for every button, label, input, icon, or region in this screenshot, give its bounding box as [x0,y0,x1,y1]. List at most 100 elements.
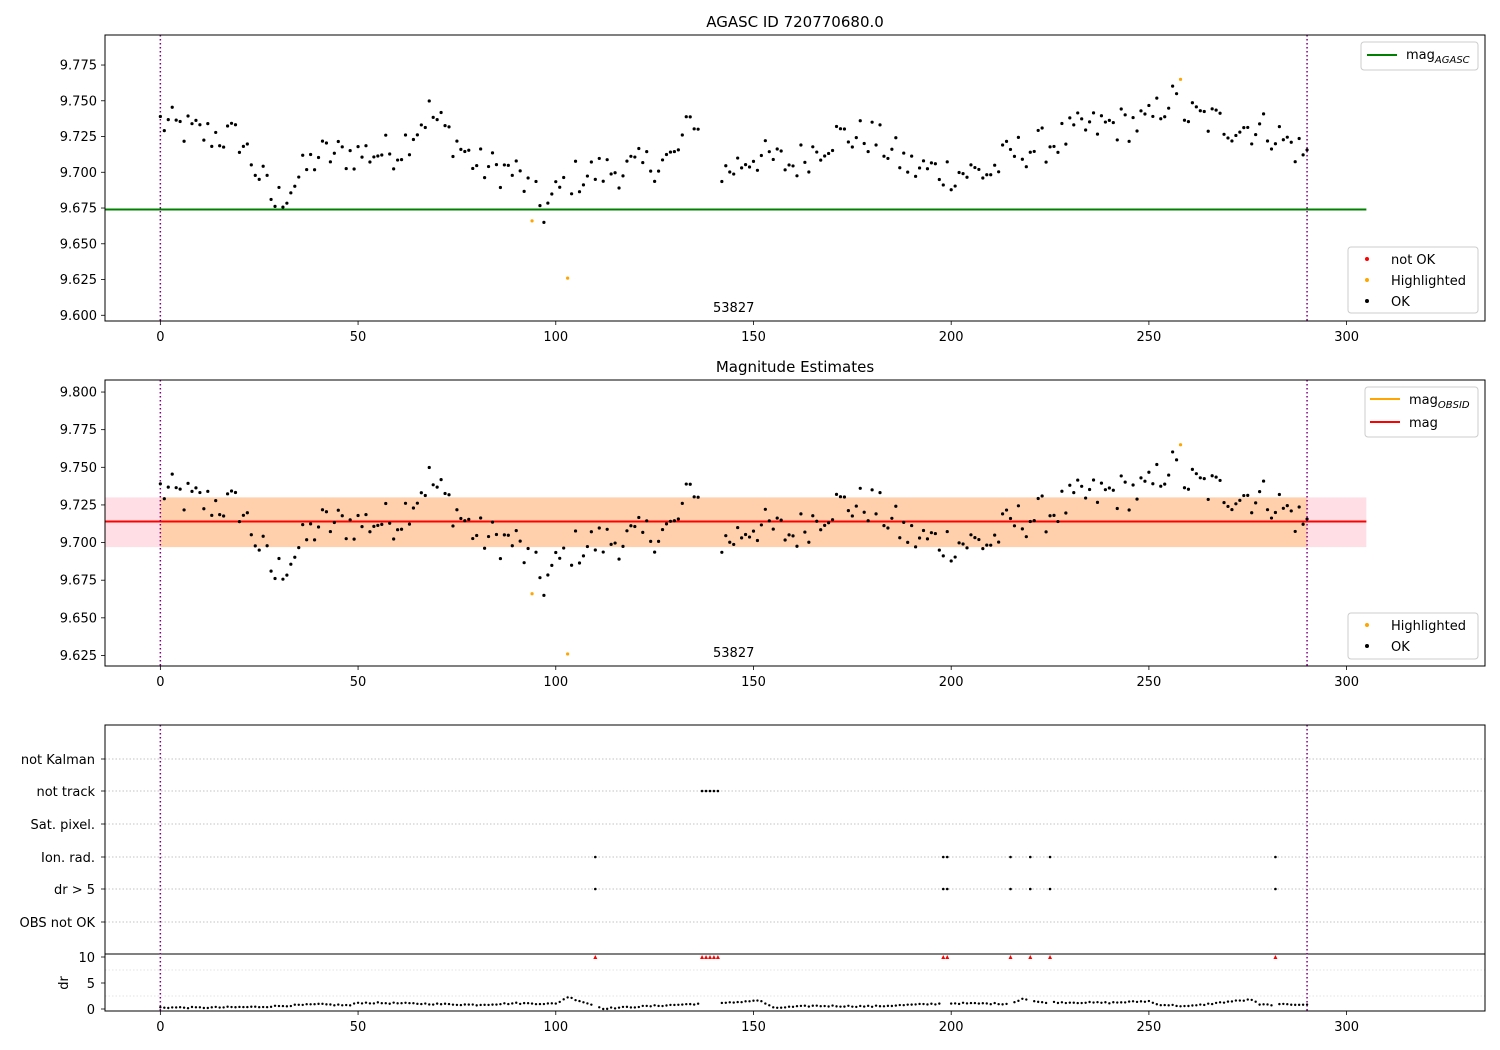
panel1-ok-point [573,159,578,163]
panel1-ok-point [1155,96,1159,100]
panel3-dr-point [989,1003,992,1006]
panel2-ok-point [720,550,724,554]
panel3-dr-point [202,1006,206,1010]
panel3-dr-point [1187,1004,1190,1008]
panel3-dr-point [380,1001,383,1005]
panel3-dr-point [424,1002,427,1005]
panel3-dr-point [250,1005,253,1008]
panel3-dr-point [590,1003,593,1006]
panel2-ok-point [854,504,858,508]
panel3-dr-point [1286,1002,1289,1006]
panel1-ok-point [558,185,562,189]
panel1-ok-point [775,147,779,151]
panel2-ok-point [692,495,696,499]
panel2-ok-point [301,523,305,527]
panel1-ok-point [1084,128,1088,132]
panel2-ok-point [736,525,740,530]
panel1-ok-point [320,139,325,143]
panel3-dr-point [633,1006,637,1009]
panel1-ok-point [1068,116,1072,120]
panel2-ok-point [783,538,787,542]
panel1-ok-point [858,119,862,123]
panel1-ok-point [862,141,866,146]
panel3-dr-point [348,1004,352,1007]
panel3-dr-point [515,1001,518,1004]
panel3-dr-point [254,1005,257,1008]
panel1-ok-point [649,169,653,173]
panel2-ok-point [190,489,194,494]
panel1-ok-point [981,176,985,180]
panel2-ok-point [467,517,471,521]
panel3-dr-point [570,996,573,1000]
panel1-ok-point [510,173,514,177]
panel1-ok-point [921,159,926,163]
panel1-ok-point [740,166,744,170]
panel3-dr-point [364,1001,368,1004]
panel3-dr-point [234,1006,237,1009]
panel3-dr-flagged-marker [1028,955,1033,959]
panel1-ok-point [886,156,890,161]
panel1-legend-label: not OK [1391,253,1436,268]
panel2-ok-point [1103,488,1108,492]
panel1-ok-point [301,153,305,157]
panel3-dr-point [629,1006,633,1009]
panel3-dr-point [499,1002,502,1006]
panel1-ok-point [542,220,546,225]
panel3-dr-point [329,1003,332,1006]
panel3-dr-point [934,1003,937,1006]
panel1-ytick-label: 9.775 [60,59,97,74]
panel1-ok-point [585,174,590,178]
panel3-dr-point [163,1006,166,1009]
panel1-ok-point [376,154,380,158]
panel1-ok-point [854,136,858,140]
panel2-ok-point [973,535,977,540]
panel2-ok-point [459,516,463,521]
panel3-dr-point [1297,1003,1301,1007]
panel2-ok-point [846,509,850,513]
panel3-dr-point [534,1002,538,1006]
panel1-ok-point [1127,139,1131,143]
panel2-ok-point [1072,491,1076,495]
panel2-highlighted-point [566,652,570,656]
panel1-ok-point [1056,150,1060,154]
panel2-ok-point [380,522,384,526]
panel1-ok-point [479,147,483,151]
panel3-dr-point [1290,1003,1293,1006]
panel2-ok-point [372,524,376,529]
panel2-ok-point [293,555,297,559]
panel3-dr-point [242,1005,245,1009]
panel3-dr-point [1040,1001,1044,1004]
panel2-ok-point [755,538,760,543]
panel1-ok-point [728,170,732,174]
panel3-xtick-label: 200 [939,1020,964,1035]
panel1-ok-point [807,170,811,174]
panel3-dr-point [1044,1001,1048,1005]
panel2-ok-point [348,518,352,522]
panel2-ok-point [269,569,273,573]
panel3-dr-point [621,1005,625,1009]
panel1-ok-point [297,175,301,179]
panel2-ok-point [637,515,641,520]
panel1-ok-point [1032,149,1036,154]
panel3-dr-point [503,1002,506,1005]
panel3-dr-point [831,1004,834,1007]
panel2-ok-point [392,537,396,541]
panel3-dr-point [598,1006,601,1009]
panel3-dr-flagged-marker [941,955,946,959]
panel3-dr-point [1195,1004,1198,1007]
panel2-ok-point [178,487,182,491]
panel2-ok-point [957,541,961,545]
panel2-ok-point [1163,482,1167,486]
panel2-ok-point [1131,483,1135,487]
panel1-ok-point [601,179,605,183]
panel2-ok-point [1198,476,1202,480]
panel3-flag-point [941,855,945,859]
panel2-ok-point [941,554,945,558]
panel2-ok-point [989,543,993,547]
panel3-dr-point [1167,1004,1170,1007]
panel1-legend-label: OK [1391,295,1410,310]
panel1-ok-point [174,118,178,122]
panel1-ok-point [878,123,882,127]
panel3-dr-point [1072,1001,1075,1004]
panel2-ok-point [969,533,973,537]
